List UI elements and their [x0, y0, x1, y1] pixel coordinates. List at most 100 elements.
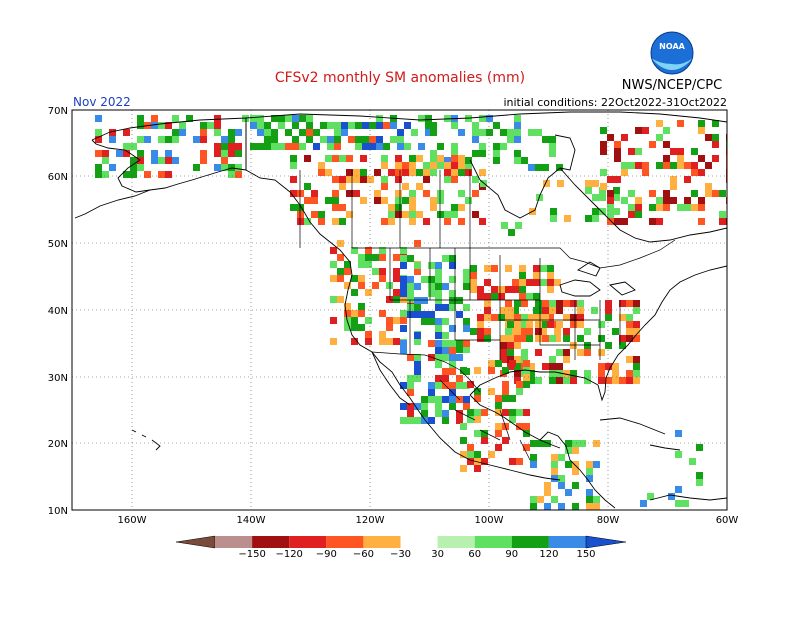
anomaly-cell	[612, 377, 619, 384]
anomaly-cell	[318, 218, 325, 225]
anomaly-cell	[442, 340, 449, 347]
anomaly-cell	[463, 346, 470, 353]
anomaly-cell	[619, 300, 626, 307]
anomaly-cell	[460, 423, 467, 430]
anomaly-cell	[698, 218, 705, 225]
anomaly-cell	[586, 461, 593, 468]
anomaly-cell	[381, 183, 388, 190]
anomaly-cell	[344, 324, 351, 331]
legend-swatch	[400, 536, 438, 548]
anomaly-cell	[372, 254, 379, 261]
anomaly-cell	[470, 265, 477, 272]
anomaly-cell	[621, 197, 628, 204]
anomaly-cell	[586, 475, 593, 482]
anomaly-cell	[404, 122, 411, 129]
anomaly-cell	[306, 129, 313, 136]
anomaly-cell	[586, 468, 593, 475]
anomaly-cell	[430, 204, 437, 211]
anomaly-cell	[542, 314, 549, 321]
anomaly-cell	[400, 247, 407, 254]
anomaly-cell	[509, 360, 516, 367]
agency-label: NWS/NCEP/CPC	[622, 78, 722, 93]
anomaly-cell	[540, 328, 547, 335]
anomaly-cell	[705, 183, 712, 190]
anomaly-cell	[451, 169, 458, 176]
anomaly-cell	[577, 321, 584, 328]
anomaly-cell	[467, 458, 474, 465]
anomaly-cell	[605, 342, 612, 349]
anomaly-cell	[346, 190, 353, 197]
anomaly-cell	[514, 363, 521, 370]
anomaly-cell	[628, 162, 635, 169]
lat-tick: 50N	[48, 239, 68, 250]
anomaly-cell	[95, 164, 102, 171]
anomaly-cell	[556, 349, 563, 356]
anomaly-cell	[613, 187, 620, 194]
anomaly-cell	[458, 129, 465, 136]
anomaly-cell	[565, 440, 572, 447]
lat-ticks: 70N 60N 50N 40N 30N 20N 10N	[48, 106, 68, 517]
anomaly-cell	[207, 122, 214, 129]
anomaly-cell	[502, 409, 509, 416]
anomaly-cell	[407, 403, 414, 410]
anomaly-cell	[325, 155, 332, 162]
anomaly-cell	[379, 338, 386, 345]
anomaly-cell	[297, 169, 304, 176]
anomaly-cell	[304, 218, 311, 225]
anomaly-cell	[444, 157, 451, 164]
anomaly-cell	[400, 325, 407, 332]
anomaly-cell	[523, 409, 530, 416]
anomaly-cell	[554, 328, 561, 335]
anomaly-cell	[508, 229, 515, 236]
anomaly-cell	[395, 211, 402, 218]
anomaly-cell	[635, 211, 642, 218]
anomaly-cell	[549, 335, 556, 342]
anomaly-cell	[523, 374, 530, 381]
anomaly-cell	[400, 417, 407, 424]
anomaly-cell	[682, 500, 689, 507]
anomaly-cell	[407, 296, 414, 303]
anomaly-cell	[493, 122, 500, 129]
anomaly-cell	[495, 430, 502, 437]
anomaly-cell	[320, 136, 327, 143]
anomaly-cell	[649, 190, 656, 197]
anomaly-cell	[586, 489, 593, 496]
lat-tick: 10N	[48, 506, 68, 517]
anomaly-cell	[584, 349, 591, 356]
anomaly-cell	[372, 282, 379, 289]
anomaly-cell	[200, 150, 207, 157]
anomaly-cell	[481, 437, 488, 444]
anomaly-cell	[137, 136, 144, 143]
anomaly-cell	[507, 321, 514, 328]
anomaly-cell	[423, 162, 430, 169]
anomaly-cell	[463, 318, 470, 325]
anomaly-cell	[501, 222, 508, 229]
anomaly-cell	[393, 289, 400, 296]
anomaly-cell	[257, 143, 264, 150]
anomaly-cell	[486, 129, 493, 136]
anomaly-cell	[365, 338, 372, 345]
anomaly-cell	[390, 136, 397, 143]
anomaly-cell	[393, 275, 400, 282]
anomaly-cell	[109, 136, 116, 143]
anomaly-cell	[144, 171, 151, 178]
anomaly-cell	[647, 493, 654, 500]
anomaly-cell	[221, 136, 228, 143]
anomaly-cell	[437, 143, 444, 150]
anomaly-cell	[407, 354, 414, 361]
anomaly-cell	[523, 444, 530, 451]
anomaly-cell	[271, 115, 278, 122]
anomaly-cell	[400, 340, 407, 347]
anomaly-cell	[470, 279, 477, 286]
anomaly-cell	[379, 247, 386, 254]
anomaly-cell	[428, 311, 435, 318]
anomaly-cell	[407, 276, 414, 283]
anomaly-cell	[514, 370, 521, 377]
anomaly-cell	[633, 356, 640, 363]
anomaly-cell	[472, 176, 479, 183]
anomaly-cell	[402, 197, 409, 204]
anomaly-cell	[318, 169, 325, 176]
anomaly-cell	[109, 129, 116, 136]
anomaly-cell	[414, 354, 421, 361]
anomaly-cell	[607, 211, 614, 218]
